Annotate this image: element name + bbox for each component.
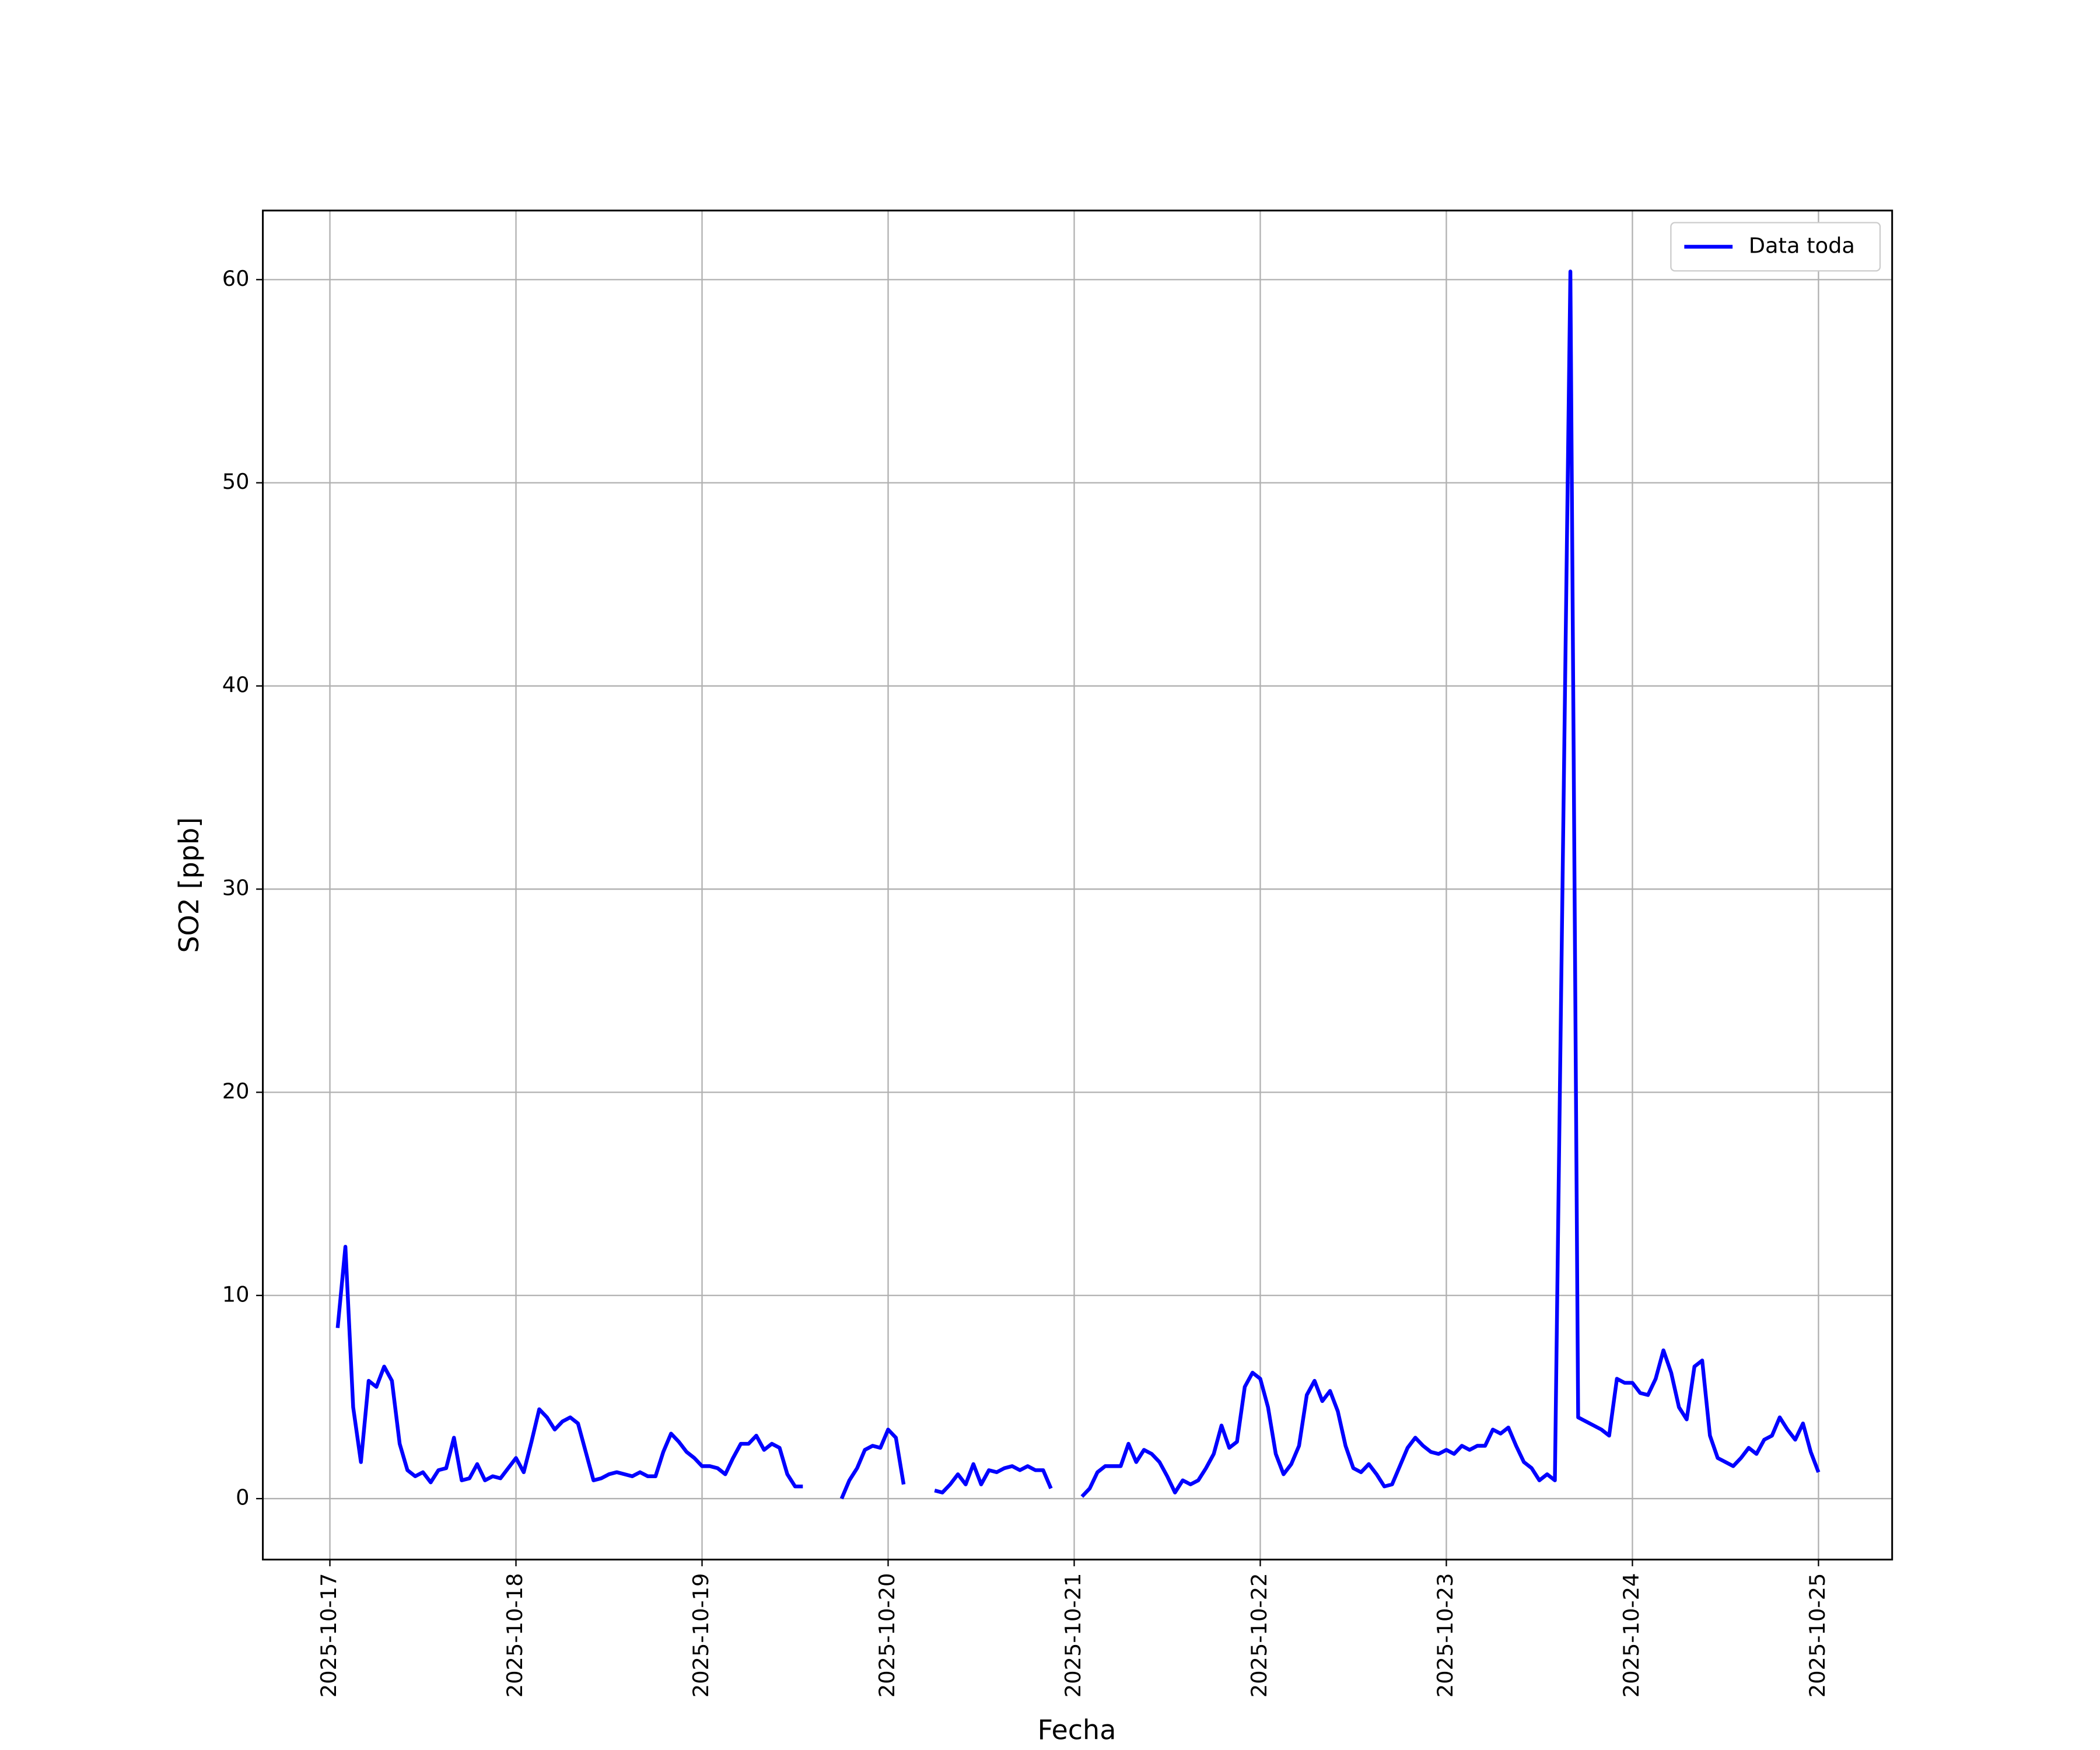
x-tick-label: 2025-10-25 — [1805, 1573, 1830, 1698]
y-tick-label: 50 — [222, 469, 250, 494]
x-axis-label: Fecha — [1038, 1714, 1116, 1746]
data-line — [839, 1427, 906, 1500]
y-tick-label: 30 — [222, 876, 250, 901]
x-tick-label: 2025-10-22 — [1247, 1573, 1272, 1698]
y-tick-label: 20 — [222, 1079, 250, 1104]
x-tick-label: 2025-10-19 — [688, 1573, 713, 1698]
x-tick-label: 2025-10-24 — [1619, 1573, 1644, 1698]
y-tick-label: 10 — [222, 1282, 250, 1307]
y-tick-label: 60 — [222, 266, 250, 291]
plot-frame — [262, 209, 1894, 1561]
y-tick-label: 40 — [222, 672, 250, 697]
y-axis-label: SO2 [ppb] — [173, 817, 205, 953]
data-line — [1080, 270, 1821, 1498]
x-tick-label: 2025-10-21 — [1060, 1573, 1086, 1698]
x-tick-label: 2025-10-20 — [874, 1573, 900, 1698]
data-line — [335, 1244, 803, 1489]
x-tick-label: 2025-10-17 — [316, 1573, 341, 1698]
data-line — [934, 1462, 1053, 1494]
x-tick-label: 2025-10-18 — [502, 1573, 527, 1698]
x-tick-label: 2025-10-23 — [1433, 1573, 1458, 1698]
y-tick-label: 0 — [236, 1485, 249, 1510]
legend-label: Data toda — [1749, 233, 1855, 258]
legend-box — [1670, 222, 1881, 272]
